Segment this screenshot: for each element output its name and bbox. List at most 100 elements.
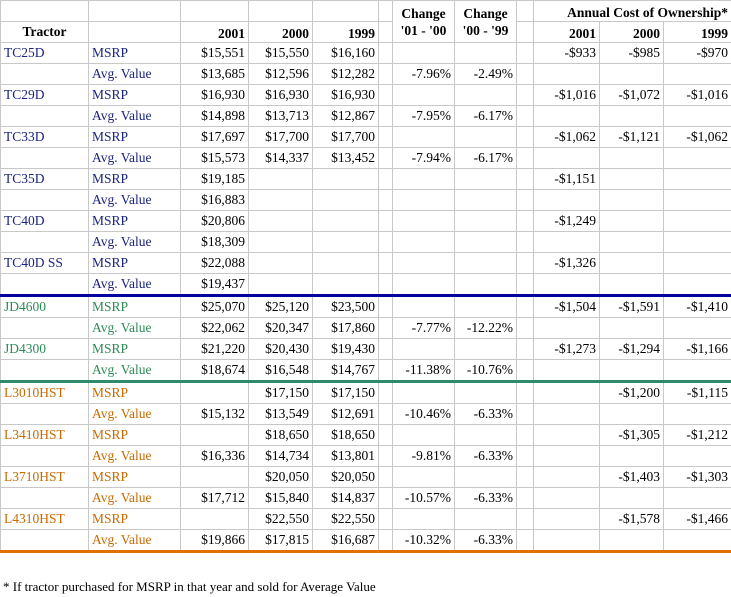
value-cell [392,168,455,190]
value-cell [454,126,517,148]
value-cell [454,273,517,297]
value-cell [599,63,664,85]
value-cell: $13,713 [248,105,313,127]
kind-cell: Avg. Value [88,273,181,297]
spacer-cell [378,424,393,446]
value-cell [248,273,313,297]
value-cell: $17,815 [248,529,313,553]
value-cell: -$1,326 [533,252,600,274]
table-row: TC40D MSRP $20,806 -$1,249 [0,210,731,232]
value-cell [663,63,731,85]
model-cell [0,231,89,253]
spacer-cell [378,403,393,425]
value-cell: $17,150 [248,381,313,404]
value-cell: $13,685 [180,63,249,85]
value-cell: $21,220 [180,338,249,360]
value-cell: $14,767 [312,359,379,383]
table-row: TC29D MSRP $16,930 $16,930 $16,930 -$1,016 -$1… [0,84,731,106]
spacer-cell [516,529,534,553]
value-cell [663,403,731,425]
spacer-cell [378,317,393,339]
year-2001-header: 2001 [180,21,249,43]
value-cell: -$1,072 [599,84,664,106]
value-cell [533,273,600,297]
value-cell: -$1,591 [599,295,664,318]
model-cell [0,445,89,467]
kind-cell: MSRP [88,252,181,274]
spacer-cell [378,210,393,232]
value-cell: -6.33% [454,529,517,553]
value-cell [248,231,313,253]
value-cell [392,210,455,232]
value-cell: -$1,294 [599,338,664,360]
value-cell [533,359,600,383]
value-cell: -10.46% [392,403,455,425]
value-cell: $14,898 [180,105,249,127]
value-cell: $18,674 [180,359,249,383]
value-cell: -$1,016 [663,84,731,106]
value-cell: -$1,062 [663,126,731,148]
model-cell: TC35D [0,168,89,190]
value-cell [599,317,664,339]
model-cell [0,359,89,383]
kind-cell: MSRP [88,508,181,530]
kind-cell: Avg. Value [88,317,181,339]
value-cell: $12,691 [312,403,379,425]
value-cell [180,381,249,404]
model-cell [0,403,89,425]
spacer-cell [378,487,393,509]
spacer-cell [516,295,534,318]
value-cell [312,189,379,211]
value-cell [180,508,249,530]
value-cell [663,529,731,553]
value-cell [454,84,517,106]
kind-cell: MSRP [88,42,181,64]
table-row: L3010HST MSRP $17,150 $17,150 -$1,200 -$1,115 [0,381,731,404]
value-cell [454,252,517,274]
value-cell [392,508,455,530]
spacer-cell [378,295,393,318]
spacer-cell [516,252,534,274]
value-cell: $12,867 [312,105,379,127]
spacer-cell [378,147,393,169]
value-cell: $16,883 [180,189,249,211]
value-cell: $18,650 [248,424,313,446]
value-cell [454,381,517,404]
model-cell [0,189,89,211]
value-cell [392,126,455,148]
change-01-00-header: Change '01 - '00 [392,0,455,43]
value-cell: $25,120 [248,295,313,318]
value-cell: -$1,166 [663,338,731,360]
spacer-cell [378,273,393,297]
value-cell: -$1,016 [533,84,600,106]
spacer-cell [516,359,534,383]
value-cell: -$1,305 [599,424,664,446]
value-cell: $19,185 [180,168,249,190]
value-cell: -7.96% [392,63,455,85]
value-cell: -$1,410 [663,295,731,318]
value-cell: $16,160 [312,42,379,64]
model-cell: TC29D [0,84,89,106]
kind-cell: MSRP [88,466,181,488]
value-cell [533,424,600,446]
header-row-top: Change '01 - '00 Change '00 - '99 Annual C… [0,0,731,43]
value-cell: $16,687 [312,529,379,553]
table-row: TC25D MSRP $15,551 $15,550 $16,160 -$933 -$985… [0,42,731,64]
value-cell [454,338,517,360]
value-cell: $15,550 [248,42,313,64]
value-cell [599,487,664,509]
spacer-cell [516,63,534,85]
model-cell [0,273,89,297]
value-cell [663,105,731,127]
table-row: Avg. Value $14,898 $13,713 $12,867 -7.95% -6.… [0,105,731,127]
spacer-cell [378,252,393,274]
value-cell [454,231,517,253]
value-cell: $23,500 [312,295,379,318]
value-cell: $15,132 [180,403,249,425]
value-cell: $20,050 [312,466,379,488]
value-cell: -$1,212 [663,424,731,446]
value-cell: $13,801 [312,445,379,467]
value-cell [663,210,731,232]
value-cell [392,42,455,64]
value-cell [663,317,731,339]
